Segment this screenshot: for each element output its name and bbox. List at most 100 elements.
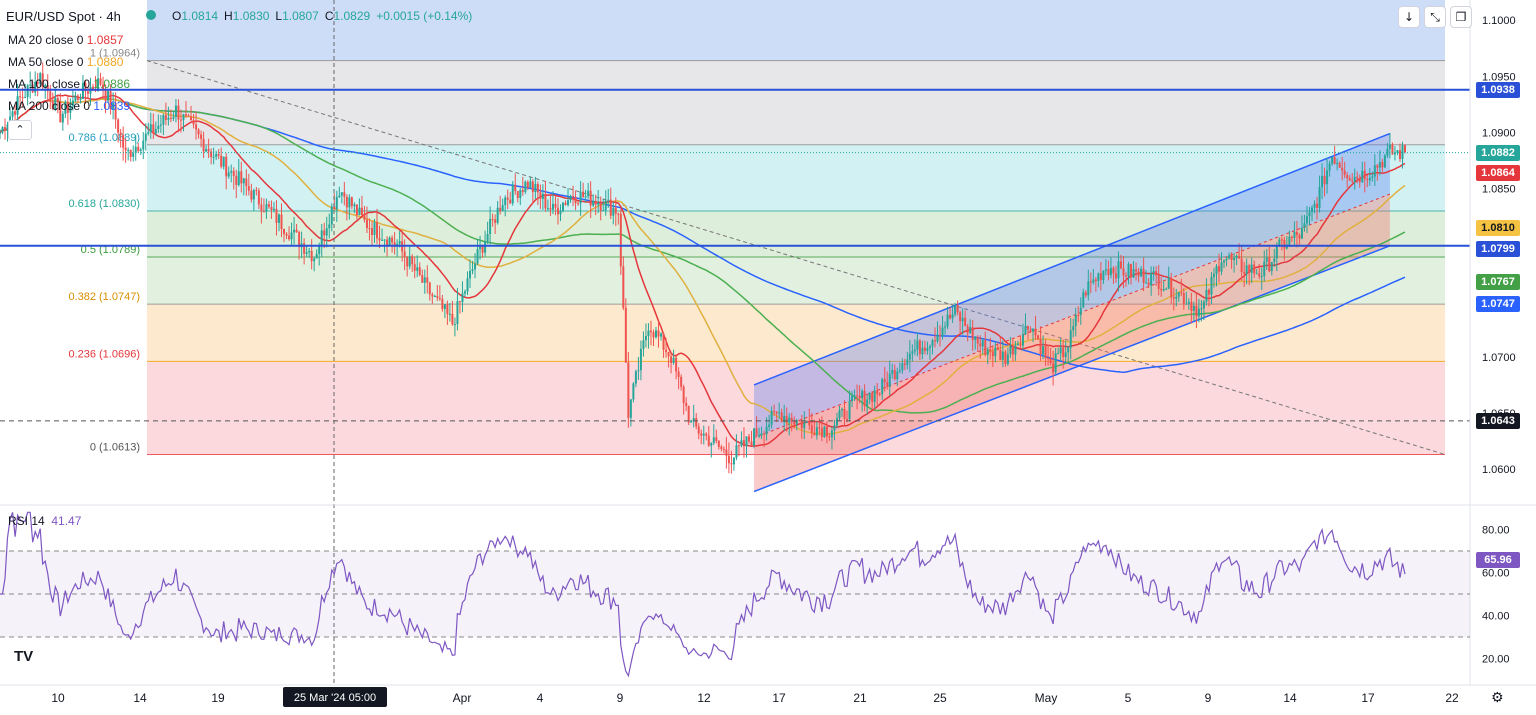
rsi-tick-label: 80.00 xyxy=(1482,525,1510,537)
candle-body xyxy=(308,251,311,253)
candle-body xyxy=(41,73,44,88)
candle-body xyxy=(1192,305,1195,311)
candle-body xyxy=(1155,271,1158,276)
candle-body xyxy=(330,206,333,225)
price-tag: 1.0643 xyxy=(1476,412,1520,429)
candle-body xyxy=(486,234,489,242)
candle-body xyxy=(6,124,9,131)
candle-body xyxy=(549,208,552,210)
candle-body xyxy=(1087,281,1090,296)
candle-body xyxy=(104,90,107,101)
candle-body xyxy=(1165,288,1168,290)
candle-body xyxy=(257,190,260,205)
candle-body xyxy=(1142,268,1145,283)
candle-body xyxy=(250,190,253,200)
collapse-pane-button[interactable]: ⤡ xyxy=(1424,6,1446,28)
settings-icon[interactable]: ⚙ xyxy=(1491,690,1504,706)
candle-body xyxy=(1363,170,1366,180)
candle-body xyxy=(981,340,984,347)
candle-body xyxy=(1318,187,1321,208)
candle-body xyxy=(119,132,122,136)
candle-body xyxy=(1024,325,1027,335)
candle-body xyxy=(813,433,816,436)
candle-body xyxy=(974,336,977,340)
candle-body xyxy=(697,426,700,434)
candle-body xyxy=(157,125,160,130)
candle-body xyxy=(1295,231,1298,236)
candle-body xyxy=(519,189,522,199)
rsi-tick-label: 20.00 xyxy=(1482,654,1510,666)
candle-body xyxy=(1316,203,1319,208)
ma-legend-row[interactable]: MA 200 close 0 1.0839 xyxy=(8,99,131,113)
candle-body xyxy=(619,213,622,267)
candle-body xyxy=(818,427,821,429)
candle-body xyxy=(692,418,695,421)
candle-body xyxy=(56,97,59,103)
candle-body xyxy=(775,411,778,414)
candle-body xyxy=(1042,346,1045,355)
candle-body xyxy=(1313,203,1316,208)
ma-legend-row[interactable]: MA 20 close 0 1.0857 xyxy=(8,33,124,47)
candle-body xyxy=(265,204,268,212)
candle-body xyxy=(717,440,720,447)
candle-body xyxy=(1238,255,1241,259)
candle-body xyxy=(19,96,22,98)
candle-body xyxy=(283,228,286,234)
candle-body xyxy=(1351,180,1354,182)
candle-body xyxy=(1054,353,1057,373)
candle-body xyxy=(428,282,431,295)
candle-body xyxy=(1059,347,1062,354)
candle-body xyxy=(4,127,7,131)
candle-body xyxy=(350,197,353,207)
time-tick-label: 12 xyxy=(697,691,711,705)
candle-body xyxy=(1069,330,1072,348)
candle-body xyxy=(1207,289,1210,295)
candle-body xyxy=(848,401,851,420)
candle-body xyxy=(725,449,728,456)
ma-legend-row[interactable]: MA 50 close 0 1.0880 xyxy=(8,55,124,69)
candle-body xyxy=(647,330,650,337)
candle-body xyxy=(1107,269,1110,276)
candle-body xyxy=(443,304,446,309)
restore-pane-button[interactable]: ❐ xyxy=(1450,6,1472,28)
candle-body xyxy=(386,239,389,247)
candle-body xyxy=(808,421,811,426)
candle-body xyxy=(451,313,454,325)
candle-body xyxy=(66,101,69,113)
candle-body xyxy=(727,455,730,464)
time-tick-label: 25 xyxy=(933,691,947,705)
candle-body xyxy=(1298,235,1301,239)
candle-body xyxy=(695,418,698,427)
candle-body xyxy=(1190,301,1193,311)
candle-body xyxy=(1393,152,1396,155)
candle-body xyxy=(192,120,195,125)
candle-body xyxy=(863,390,866,406)
candle-body xyxy=(373,222,376,235)
candle-body xyxy=(112,103,115,110)
candle-body xyxy=(1235,255,1238,259)
candle-body xyxy=(888,373,891,387)
candle-body xyxy=(360,207,363,215)
candle-body xyxy=(642,340,645,349)
candle-body xyxy=(217,154,220,156)
candle-body xyxy=(1278,239,1281,246)
candle-body xyxy=(1245,265,1248,274)
candle-body xyxy=(906,359,909,365)
candle-body xyxy=(484,241,487,253)
candle-body xyxy=(1220,262,1223,272)
candle-body xyxy=(1011,345,1014,355)
candle-body xyxy=(1195,305,1198,317)
candle-body xyxy=(102,84,105,91)
candle-body xyxy=(599,202,602,211)
candle-body xyxy=(979,343,982,347)
candle-body xyxy=(277,214,280,223)
candle-body xyxy=(172,116,175,119)
candle-body xyxy=(556,207,559,215)
collapse-legend-button[interactable]: ⌃ xyxy=(8,120,32,140)
candle-body xyxy=(1283,239,1286,249)
ma-legend-row[interactable]: MA 100 close 0 1.0886 xyxy=(8,77,131,91)
candle-body xyxy=(0,132,1,134)
candle-body xyxy=(1140,268,1143,277)
scroll-down-button[interactable]: ↓ xyxy=(1398,6,1420,28)
